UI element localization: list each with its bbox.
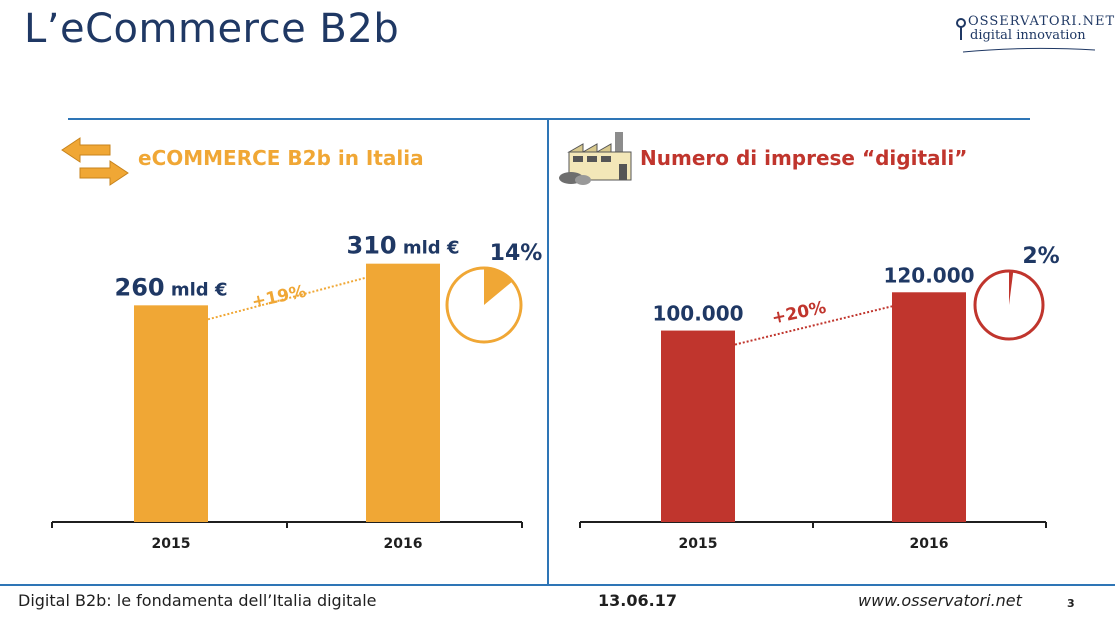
tick-label-2015: 2015 (679, 536, 718, 552)
footer-url: www.osservatori.net (858, 591, 1022, 610)
right-panel-heading: Numero di imprese “digitali” (640, 146, 968, 170)
slide-title: L’eCommerce B2b (24, 6, 400, 52)
bar-2016 (892, 292, 966, 522)
tick-label-2016: 2016 (384, 536, 423, 552)
charts-canvas: 2015 260 mld € 2016 310 mld € +19% 14% 2015 100… (51, 232, 1060, 552)
share-pie-slice (1009, 271, 1014, 305)
panel-divider (547, 119, 549, 586)
bar-2015 (661, 330, 735, 522)
growth-label: +20% (770, 298, 828, 329)
exchange-arrows-icon (61, 137, 129, 186)
bar-2016 (366, 263, 440, 522)
data-label-2016: 310 mld € (347, 232, 460, 260)
factory-icon (559, 132, 632, 185)
left-panel-heading: eCOMMERCE B2b in Italia (138, 146, 424, 170)
share-label: 2% (1022, 244, 1059, 269)
data-label-2015: 260 mld € (115, 273, 228, 301)
data-label-2015: 100.000 (652, 302, 743, 326)
footer-rule (0, 584, 1115, 586)
growth-line (734, 305, 893, 346)
growth-label: +19% (250, 282, 308, 313)
bar-2015 (134, 305, 208, 522)
page-number: 3 (1067, 597, 1075, 610)
footer-date: 13.06.17 (598, 591, 677, 610)
data-label-2016: 120.000 (883, 263, 974, 287)
footer-caption: Digital B2b: le fondamenta dell’Italia d… (18, 591, 377, 610)
tick-label-2016: 2016 (910, 536, 949, 552)
tick-label-2015: 2015 (152, 536, 191, 552)
osservatori-logo-icon (956, 18, 1096, 53)
top-rule (68, 118, 1030, 120)
logo-text-top: OSSERVATORI.NET (968, 14, 1115, 29)
logo-text-bottom: digital innovation (970, 28, 1086, 43)
share-label: 14% (490, 241, 543, 266)
share-pie-slice (484, 268, 513, 305)
growth-line (207, 276, 367, 321)
